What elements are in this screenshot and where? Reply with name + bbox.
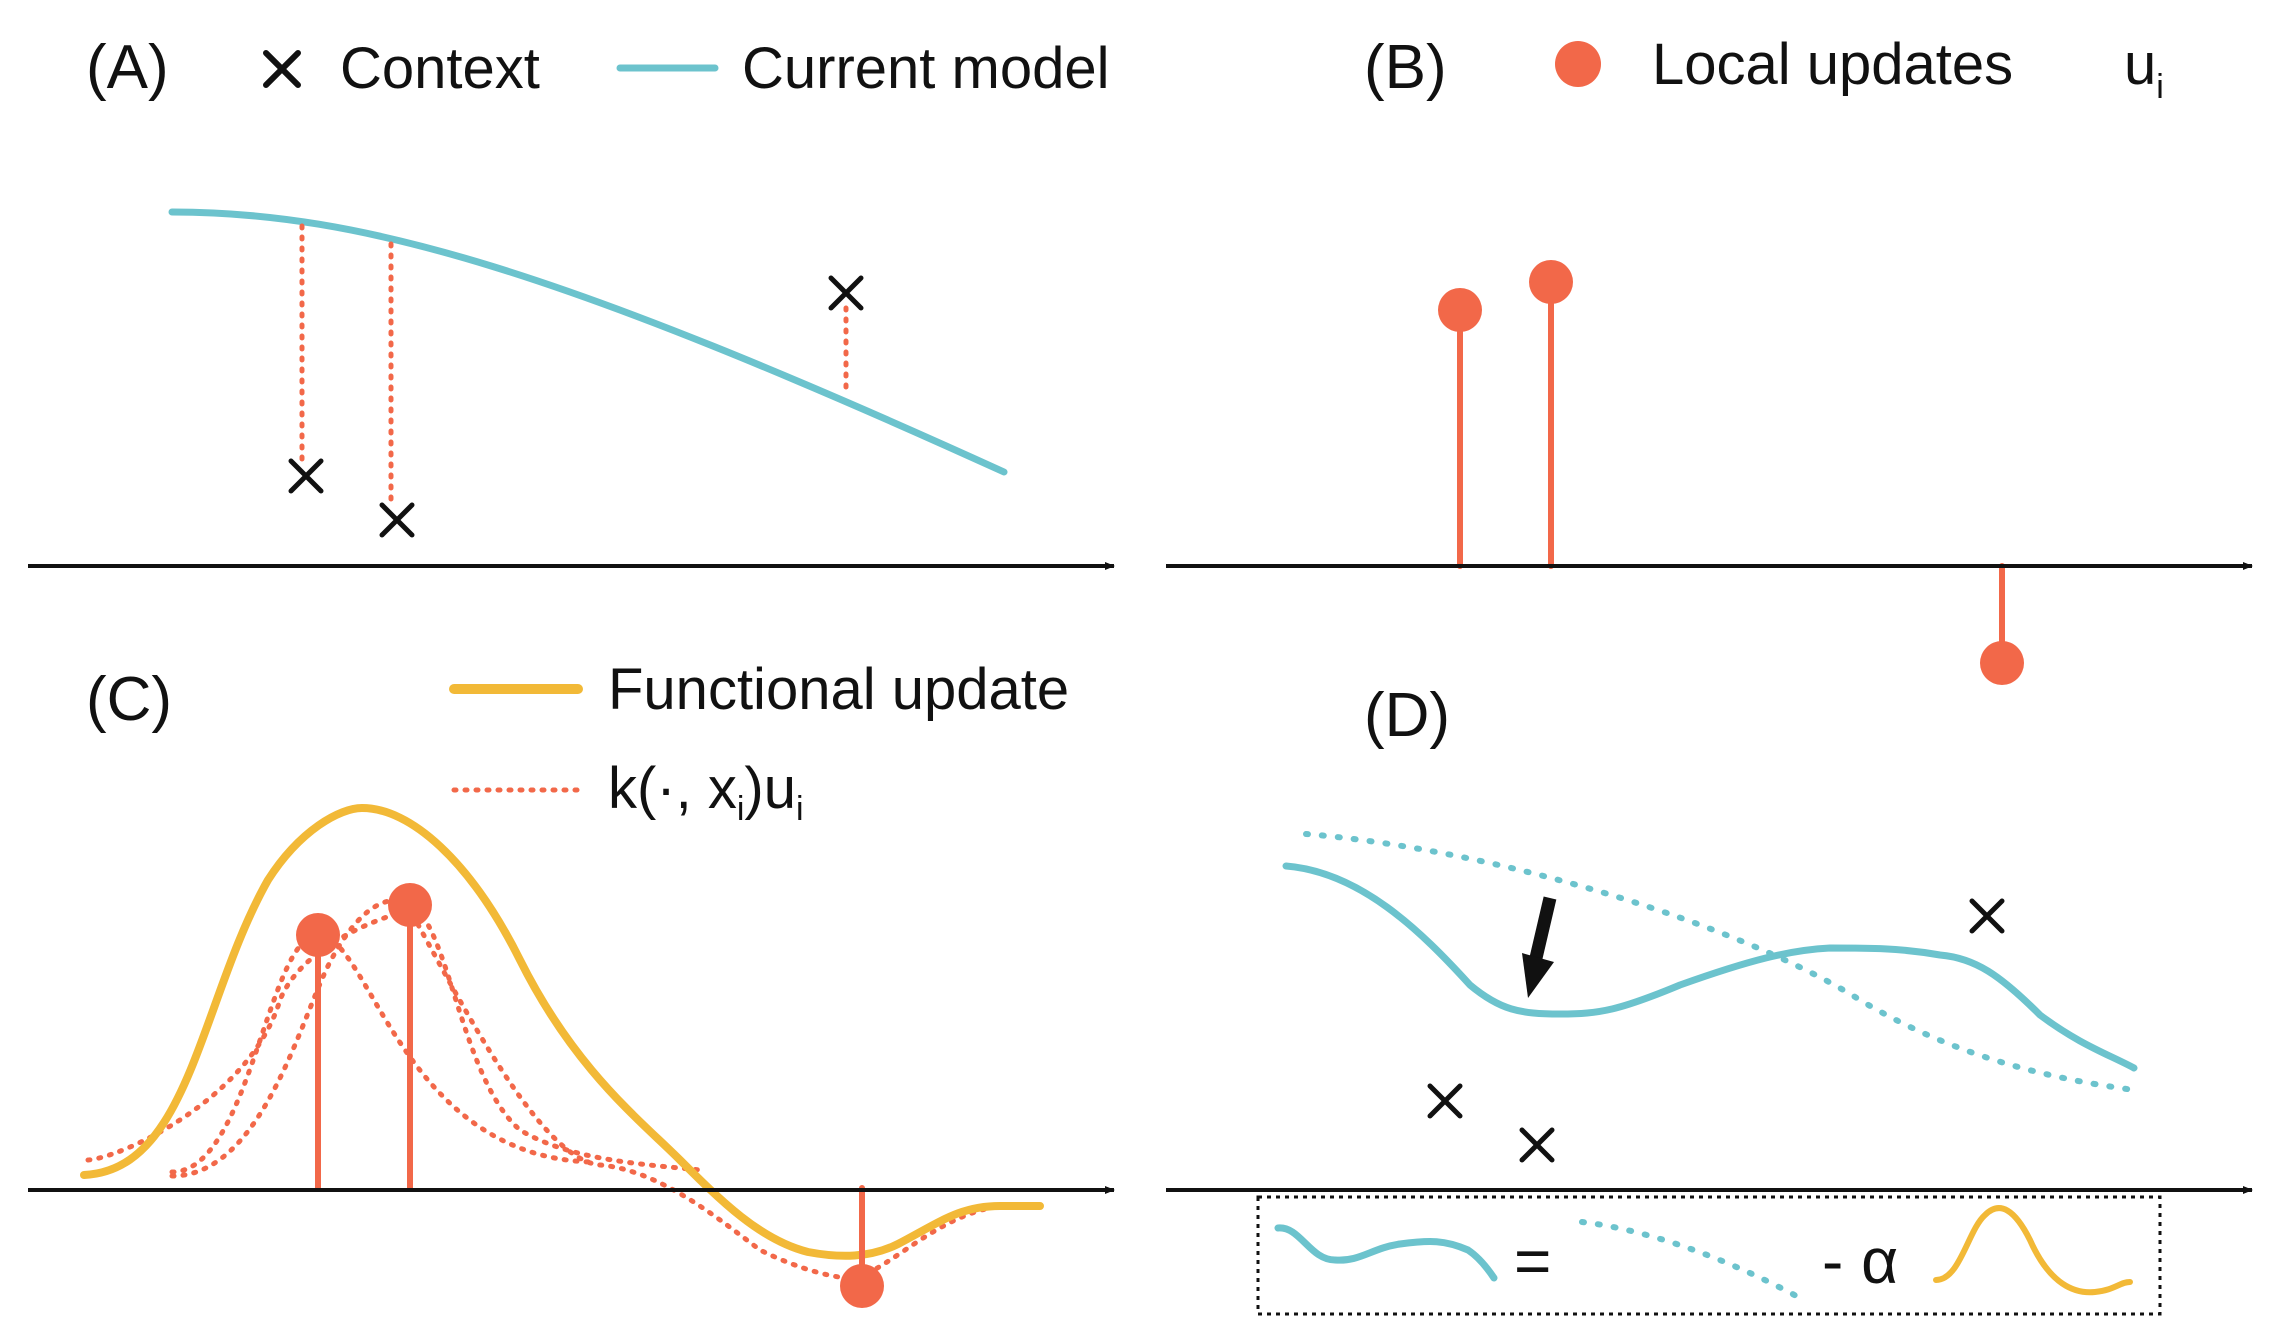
current-model-curve (168, 208, 1008, 476)
equation-new-model-glyph (1274, 1224, 1498, 1282)
legend-kernel-sub2: i (796, 790, 804, 828)
context-points (288, 275, 864, 538)
legend-kernel-sub1: i (737, 790, 745, 828)
kernel-curve (85, 907, 1043, 1281)
legend-updates-symbol: u (2124, 32, 2156, 97)
kernel-curve (169, 897, 703, 1179)
local-update-head (1438, 288, 1482, 332)
local-update-head (296, 913, 340, 957)
legend-kernel-label: k(·, xi)ui (608, 756, 804, 828)
local-update-head (1529, 260, 1573, 304)
legend-updates-label: Local updates (1652, 32, 2013, 97)
equation-functional-update-glyph (1933, 1205, 2133, 1296)
equation-frame (1256, 1195, 2162, 1316)
update-direction-arrow (1522, 896, 1557, 998)
panel-b-tag: (B) (1364, 33, 1447, 102)
residual-lines (299, 223, 849, 511)
panel-d: (D) = - α (1166, 681, 2253, 1316)
legend-updates-symbol-group: ui (2124, 32, 2164, 106)
panel-c-tag: (C) (86, 665, 172, 734)
panel-b: (B) Local updates ui (1166, 32, 2253, 685)
legend-kernel-mid: )u (744, 756, 796, 821)
context-point-marker (379, 502, 415, 538)
kernel-curves (85, 897, 1043, 1281)
local-update-head (388, 883, 432, 927)
equation-old-model-glyph (1579, 1219, 1803, 1301)
updated-model-curve (1282, 862, 2138, 1072)
update-equation-box: = - α (1256, 1195, 2162, 1316)
legend-updates-subscript: i (2156, 68, 2164, 106)
panel-c: (C) Functional update k(·, xi)ui (28, 657, 1115, 1308)
context-point-marker (288, 458, 324, 494)
panel-a: (A) Context Current model (28, 33, 1115, 570)
equation-minus-alpha: - α (1822, 1225, 1898, 1297)
legend-model-label: Current model (742, 36, 1109, 101)
context-point-marker (828, 275, 864, 311)
local-update-head (1980, 641, 2024, 685)
legend-update-marker (1555, 41, 1601, 87)
equation-equals: = (1514, 1225, 1551, 1297)
legend-functional-label: Functional update (608, 657, 1069, 722)
context-point-marker (1519, 1127, 1555, 1163)
context-point-marker (1427, 1083, 1463, 1119)
legend-context-marker (263, 50, 301, 88)
context-points (1427, 898, 2005, 1163)
legend-context-label: Context (340, 36, 540, 101)
local-update-head (840, 1264, 884, 1308)
kernel-curve (169, 932, 593, 1175)
panel-a-tag: (A) (86, 33, 169, 102)
local-update-stems (296, 883, 884, 1308)
previous-model-curve (1303, 831, 2137, 1093)
context-point-marker (1969, 898, 2005, 934)
local-update-stems (1438, 260, 2024, 685)
legend-kernel-prefix: k(·, x (608, 756, 737, 821)
panel-d-tag: (D) (1364, 681, 1450, 750)
